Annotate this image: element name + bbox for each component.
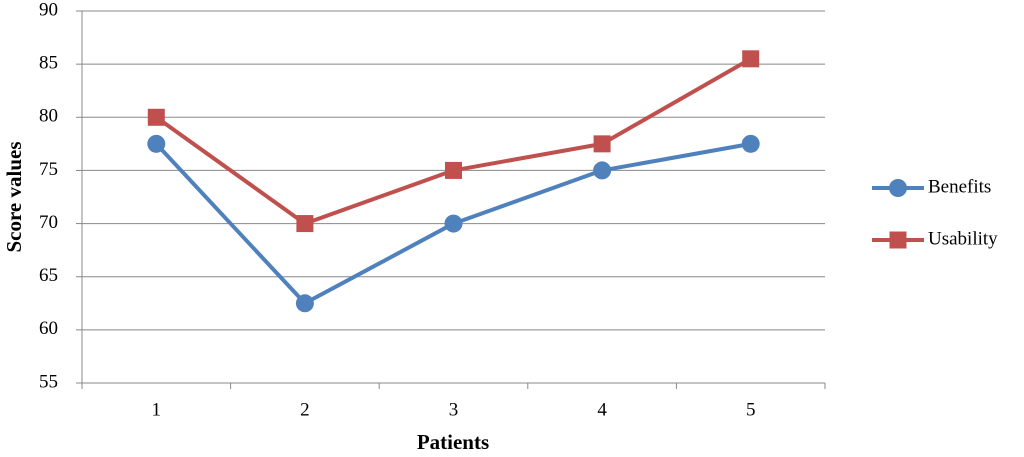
legend-label: Usability	[928, 228, 998, 249]
data-point	[444, 214, 463, 233]
data-point	[296, 215, 314, 233]
y-axis-title: Score values	[2, 141, 26, 252]
y-tick-label: 65	[39, 265, 58, 286]
x-axis-title: Patients	[417, 430, 489, 454]
x-tick-label: 5	[746, 399, 756, 420]
data-point	[593, 135, 611, 153]
data-point	[147, 134, 166, 153]
data-point	[147, 108, 165, 126]
y-tick-label: 90	[39, 0, 58, 20]
legend-marker	[889, 179, 907, 197]
data-point	[445, 161, 462, 179]
data-point	[295, 294, 314, 313]
y-tick-label: 55	[39, 371, 58, 392]
legend-label: Benefits	[928, 176, 991, 197]
y-tick-label: 80	[39, 106, 58, 127]
y-tick-label: 75	[39, 159, 58, 180]
x-tick-label: 4	[597, 399, 607, 420]
x-tick-label: 3	[449, 399, 459, 420]
y-tick-label: 70	[39, 212, 58, 233]
x-tick-label: 1	[152, 399, 162, 420]
data-point	[741, 134, 760, 153]
y-tick-label: 60	[39, 318, 58, 339]
data-point	[593, 161, 612, 180]
series-line	[155, 57, 752, 226]
y-tick-label: 85	[39, 53, 58, 74]
x-tick-label: 2	[300, 399, 310, 420]
data-point	[742, 50, 760, 68]
legend-marker	[889, 231, 907, 249]
